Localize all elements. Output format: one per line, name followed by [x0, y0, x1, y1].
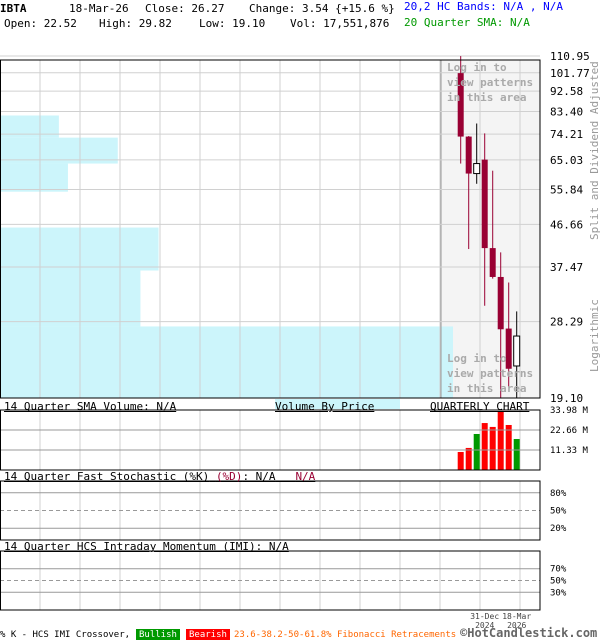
candle-body [473, 163, 481, 175]
y-tick-label: 28.29 [550, 316, 583, 329]
axis-label-adjusted: Split and Dividend Adjusted [588, 61, 600, 240]
volume-tick-label: 22.66 M [550, 426, 589, 436]
y-tick-label: 65.03 [550, 154, 583, 167]
osc-tick-label: 30% [550, 588, 567, 598]
axis-label-log: Logarithmic [588, 299, 600, 372]
stoch-k-value: : N/A [242, 470, 276, 483]
x-tick-label: 31-Dec [470, 612, 499, 621]
y-tick-label: 110.95 [550, 50, 590, 63]
y-tick-label: 19.10 [550, 392, 583, 405]
pattern-notice-bottom: Log in to view patterns in this area [447, 352, 534, 395]
hc-bands-label: 20,2 HC Bands: N/A , N/A [404, 0, 563, 13]
y-tick-label: 74.21 [550, 128, 583, 141]
open-value: Open: 22.52 [4, 17, 77, 30]
volume-bar [513, 439, 520, 470]
pattern-area [441, 60, 540, 398]
volume-bar [481, 423, 488, 470]
panel-border [0, 550, 541, 611]
stoch-d-title: (%D) [215, 470, 243, 483]
y-tick-label: 55.84 [550, 183, 583, 196]
volume-bar [505, 424, 512, 470]
stoch-panel-title: 14 Quarter Fast Stochastic (%K) (%D): N/… [4, 471, 315, 483]
fibonacci-legend: 23.6-38.2-50-61.8% Fibonacci Retracement… [234, 630, 457, 640]
panel-border [0, 409, 541, 471]
volume-bar [457, 451, 464, 470]
y-tick-label: 92.58 [550, 85, 583, 98]
y-tick-label: 83.40 [550, 105, 583, 118]
vbp-bar [0, 137, 118, 164]
vbp-bar [0, 227, 159, 271]
close-value: Close: 26.27 [145, 2, 225, 15]
candle-body [465, 136, 472, 174]
stoch-k-title: 14 Quarter Fast Stochastic (%K) [4, 470, 210, 483]
vbp-bar [0, 270, 141, 327]
volume-bar [473, 433, 480, 470]
vbp-label: Volume By Price [275, 400, 375, 413]
volume-tick-label: 11.33 M [550, 446, 589, 456]
panel-border [0, 480, 541, 541]
low-value: Low: 19.10 [199, 17, 266, 30]
quote-date: 18-Mar-26 [69, 2, 129, 15]
vbp-bar [0, 115, 59, 138]
candle-body [489, 248, 496, 277]
candle-body [481, 159, 488, 249]
bullish-badge: Bullish [136, 629, 180, 640]
candle-body [457, 73, 464, 137]
vbp-bar [0, 326, 453, 398]
osc-tick-label: 50% [550, 577, 567, 587]
osc-tick-label: 80% [550, 489, 567, 499]
symbol: IBTA [0, 2, 27, 15]
osc-tick-label: 70% [550, 565, 567, 575]
volume-tick-label: 33.98 M [550, 406, 589, 416]
candle-body [505, 328, 512, 369]
panel-border [0, 59, 541, 399]
chart-title: QUARTERLY CHART [430, 400, 530, 413]
volume-bar [465, 447, 472, 470]
x-tick-label: 2024 [475, 621, 494, 630]
bearish-badge: Bearish [186, 629, 230, 640]
volume-bar [497, 411, 504, 470]
stoch-d-value: N/A [295, 470, 316, 483]
imi-panel-title: 14 Quarter HCS Intraday Momentum (IMI): … [4, 540, 289, 553]
y-tick-label: 37.47 [550, 261, 583, 274]
x-tick-label: 18-Mar [502, 612, 531, 621]
y-tick-label: 46.66 [550, 218, 583, 231]
candle-body [513, 335, 521, 367]
volume-value: Vol: 17,551,876 [290, 17, 390, 30]
vbp-label-bg [275, 399, 400, 409]
volume-panel-title: 14 Quarter SMA Volume: N/A [4, 400, 177, 413]
vbp-bar [0, 163, 68, 192]
y-tick-label: 101.77 [550, 67, 590, 80]
osc-tick-label: 50% [550, 507, 567, 517]
volume-bar [489, 426, 496, 470]
high-value: High: 29.82 [99, 17, 172, 30]
sma-label: 20 Quarter SMA: N/A [404, 16, 530, 29]
osc-tick-label: 20% [550, 524, 567, 534]
change-value: Change: 3.54 {+15.6 %} [249, 2, 395, 15]
candle-body [497, 276, 504, 330]
pattern-notice-top: Log in to view patterns in this area [447, 61, 534, 104]
x-tick-label: 2026 [507, 621, 526, 630]
crossover-legend: % K - HCS IMI Crossover, [0, 630, 131, 640]
brand-logo: ©HotCandlestick.com [460, 626, 598, 640]
